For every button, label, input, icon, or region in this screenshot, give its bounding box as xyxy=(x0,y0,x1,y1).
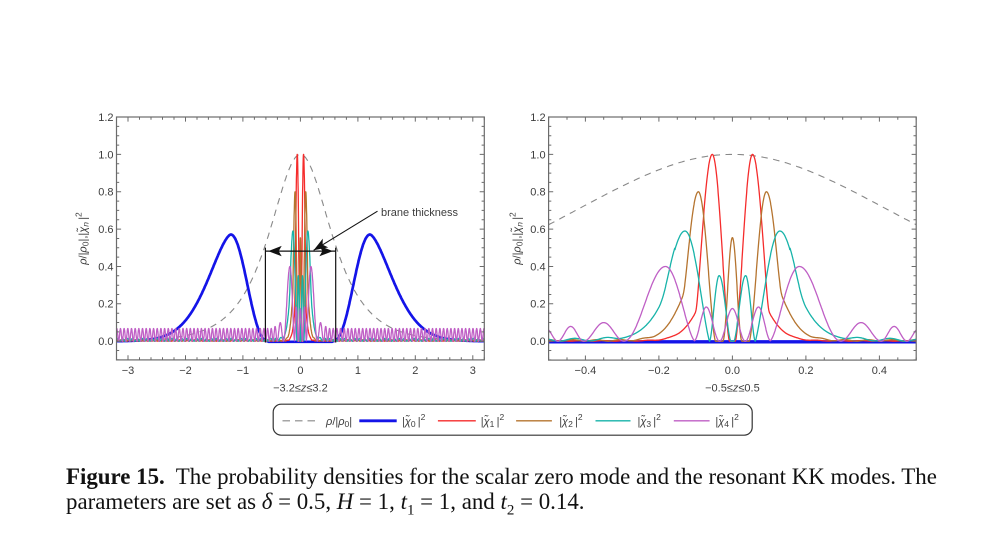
svg-text:0.4: 0.4 xyxy=(872,365,887,377)
svg-text:ρ/|ρ0|,|χ̃n |2: ρ/|ρ0|,|χ̃n |2 xyxy=(74,212,91,266)
svg-text:−0.2: −0.2 xyxy=(648,365,670,377)
svg-text:0.2: 0.2 xyxy=(98,299,113,311)
svg-text:1.0: 1.0 xyxy=(98,149,113,161)
svg-text:1.0: 1.0 xyxy=(530,149,545,161)
svg-text:0.4: 0.4 xyxy=(530,261,545,273)
svg-text:−2: −2 xyxy=(179,365,192,377)
svg-text:0.6: 0.6 xyxy=(530,224,545,236)
svg-text:0.0: 0.0 xyxy=(725,365,740,377)
svg-text:1.2: 1.2 xyxy=(530,112,545,124)
svg-text:|χ̃3 |2: |χ̃3 |2 xyxy=(638,412,662,429)
svg-text:0.8: 0.8 xyxy=(98,187,113,199)
svg-text:0.6: 0.6 xyxy=(98,224,113,236)
svg-text:brane thickness: brane thickness xyxy=(381,207,459,219)
svg-text:−3.2≤z≤3.2: −3.2≤z≤3.2 xyxy=(273,382,328,394)
svg-text:−1: −1 xyxy=(237,365,250,377)
svg-text:0.0: 0.0 xyxy=(530,336,545,348)
svg-text:0.4: 0.4 xyxy=(98,261,113,273)
svg-text:|χ̃2 |2: |χ̃2 |2 xyxy=(559,412,583,429)
svg-text:ρ/|ρ0|,|χ̃n |2: ρ/|ρ0|,|χ̃n |2 xyxy=(508,212,525,266)
svg-text:−0.5≤z≤0.5: −0.5≤z≤0.5 xyxy=(705,382,760,394)
svg-text:1: 1 xyxy=(355,365,361,377)
svg-text:|χ̃1 |2: |χ̃1 |2 xyxy=(481,412,505,429)
svg-text:|χ̃0 |2: |χ̃0 |2 xyxy=(402,412,426,429)
svg-text:2: 2 xyxy=(412,365,418,377)
svg-text:ρ/|ρ0|: ρ/|ρ0| xyxy=(325,416,352,429)
svg-text:−3: −3 xyxy=(122,365,135,377)
svg-text:0.2: 0.2 xyxy=(530,299,545,311)
svg-text:|χ̃4 |2: |χ̃4 |2 xyxy=(715,412,739,429)
svg-text:0.2: 0.2 xyxy=(798,365,813,377)
svg-text:−0.4: −0.4 xyxy=(575,365,597,377)
svg-text:0: 0 xyxy=(297,365,303,377)
svg-text:0.8: 0.8 xyxy=(530,187,545,199)
svg-text:0.0: 0.0 xyxy=(98,336,113,348)
svg-text:3: 3 xyxy=(470,365,476,377)
svg-text:1.2: 1.2 xyxy=(98,112,113,124)
